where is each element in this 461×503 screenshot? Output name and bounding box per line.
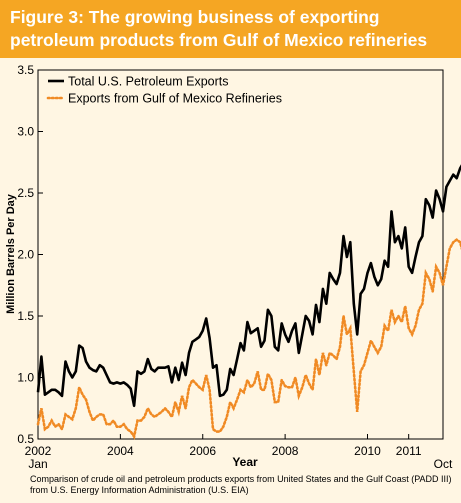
y-tick-label: 2.5	[17, 186, 34, 200]
y-tick-label: 0.5	[17, 432, 34, 446]
plot-frame	[37, 69, 444, 440]
x-tick-label: 2011	[396, 444, 422, 458]
x-tick-sublabel: Jan	[28, 457, 47, 471]
figure-title: Figure 3: The growing business of export…	[10, 7, 428, 50]
x-tick-label: 2004	[107, 444, 134, 458]
series-line-gulf-exports	[36, 238, 461, 440]
x-axis: 2002 2004 2006 2008 2010 2011 Jan Oct	[25, 434, 453, 471]
series-line-total-exports	[36, 164, 461, 408]
chart-panel	[0, 58, 461, 503]
y-axis-title: Million Barrels Per Day	[5, 193, 17, 314]
legend-label: Exports from Gulf of Mexico Refineries	[68, 92, 282, 106]
y-tick-label: 1.5	[17, 309, 34, 323]
x-tick-sublabel: Oct	[434, 457, 453, 471]
y-axis: 0.5 1.0 1.5 2.0 2.5 3.0 3.5	[17, 63, 43, 446]
title-banner: Figure 3: The growing business of export…	[0, 0, 461, 58]
line-chart: 0.51.01.52.02.53.03.5 2002 2004 2006 2008 20…	[5, 63, 461, 471]
y-tick-label: 2.0	[17, 248, 34, 262]
y-tick-label: 3.0	[17, 125, 34, 139]
legend-label: Total U.S. Petroleum Exports	[68, 75, 228, 89]
x-tick-label: 2006	[189, 444, 216, 458]
y-tick-label: 1.0	[17, 371, 34, 385]
x-tick-label: 2008	[272, 444, 299, 458]
legend: Total U.S. Petroleum Exports Exports from…	[46, 75, 282, 106]
x-tick-label: 2010	[354, 444, 381, 458]
figure-caption: Comparison of crude oil and petroleum pr…	[30, 474, 452, 495]
x-tick-label: 2002	[25, 444, 52, 458]
series-layer	[36, 164, 461, 440]
y-tick-label: 3.5	[17, 63, 34, 77]
x-axis-title: Year	[232, 455, 258, 469]
